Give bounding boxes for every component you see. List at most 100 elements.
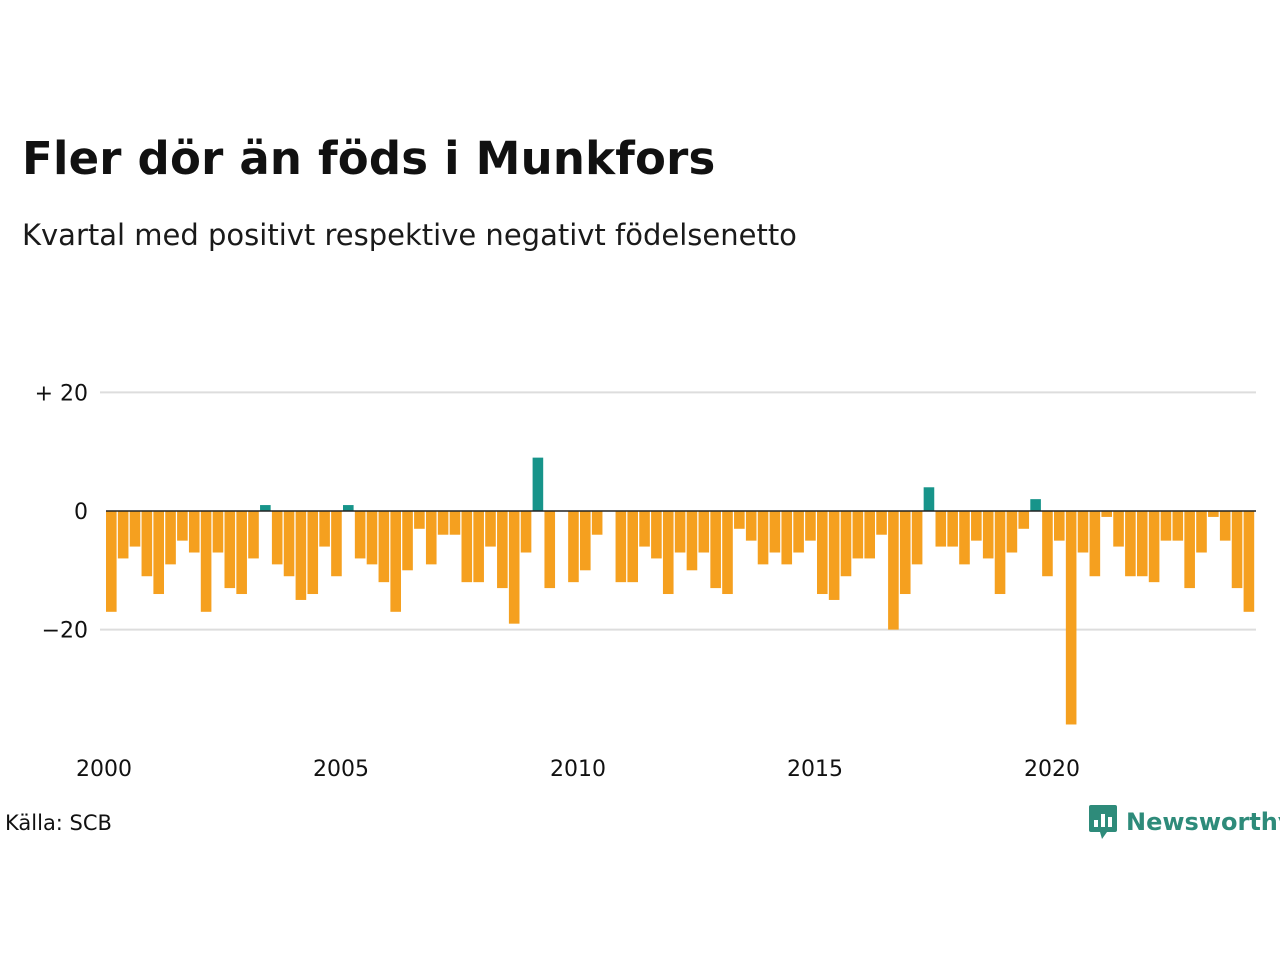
bar <box>1208 511 1219 517</box>
bar <box>876 511 887 535</box>
bar <box>1231 511 1243 589</box>
bar <box>378 511 390 583</box>
bar <box>425 511 437 565</box>
bar <box>591 511 603 535</box>
bar <box>307 511 319 595</box>
bar <box>1184 511 1195 589</box>
bar <box>414 511 425 529</box>
brand-name: Newsworthy <box>1126 808 1280 836</box>
bar <box>1136 511 1148 577</box>
bar <box>994 511 1006 595</box>
bar <box>888 511 899 630</box>
bar <box>686 511 698 571</box>
bar <box>1042 511 1053 577</box>
bar <box>1160 511 1172 541</box>
bar <box>840 511 852 577</box>
bar <box>508 511 520 624</box>
bar <box>781 511 793 565</box>
bar <box>852 511 864 559</box>
bar <box>745 511 757 541</box>
bar <box>651 511 662 559</box>
x-tick-label: 2020 <box>1024 757 1080 782</box>
y-tick-label: −20 <box>42 619 88 644</box>
bar <box>1006 511 1018 553</box>
bar <box>1065 511 1077 725</box>
bar <box>757 511 769 565</box>
bar <box>734 511 745 529</box>
bar <box>1089 511 1101 577</box>
y-tick-label: + 20 <box>35 381 88 406</box>
grid-layer <box>100 391 1256 631</box>
bar <box>817 511 828 595</box>
bar <box>485 511 496 547</box>
bar <box>674 511 686 553</box>
bar <box>1219 511 1231 541</box>
bar <box>473 511 484 583</box>
bar <box>580 511 591 571</box>
bar <box>1148 511 1160 583</box>
chart-subtitle: Kvartal med positivt respektive negativt… <box>22 218 797 252</box>
bar <box>402 511 413 571</box>
bar <box>971 511 982 541</box>
bar <box>366 511 378 565</box>
bar <box>165 511 176 565</box>
bar <box>947 511 958 547</box>
bar <box>532 457 544 511</box>
bar <box>959 511 970 565</box>
bar <box>615 511 627 583</box>
bar <box>639 511 650 547</box>
chart-title: Fler dör än föds i Munkfors <box>22 132 716 185</box>
bar <box>710 511 721 589</box>
bar <box>1018 511 1030 529</box>
bar <box>260 505 271 511</box>
bar <box>935 511 947 547</box>
bar <box>271 511 283 565</box>
bar <box>793 511 804 553</box>
bar <box>117 511 129 559</box>
bar <box>461 511 473 583</box>
x-tick-label: 2015 <box>787 757 843 782</box>
bar <box>354 511 366 559</box>
bar <box>236 511 247 595</box>
bar <box>923 487 935 511</box>
newsworthy-logo-icon <box>1089 805 1117 839</box>
bar <box>343 505 354 511</box>
axis-layer: + 20 0 −20 2000 2005 2010 2015 2020 <box>35 381 1256 782</box>
bar <box>437 511 449 535</box>
bar <box>153 511 164 595</box>
bar <box>828 511 840 600</box>
bar <box>662 511 674 595</box>
bar <box>319 511 330 547</box>
bar <box>200 511 212 612</box>
x-tick-label: 2000 <box>76 757 132 782</box>
bar <box>1077 511 1089 553</box>
bar <box>188 511 200 553</box>
bar <box>224 511 236 589</box>
y-tick-label: 0 <box>74 500 88 525</box>
brand-logo[interactable]: Newsworthy <box>1088 804 1280 840</box>
bar <box>1243 511 1255 612</box>
bar <box>911 511 923 565</box>
bar <box>295 511 307 600</box>
bar <box>141 511 153 577</box>
bar <box>1113 511 1124 547</box>
bar <box>106 511 117 612</box>
bar <box>248 511 259 559</box>
bar <box>1054 511 1065 541</box>
bar <box>331 511 342 577</box>
bar <box>390 511 401 612</box>
bar <box>627 511 638 583</box>
bar <box>864 511 875 559</box>
bar <box>283 511 295 577</box>
bar <box>497 511 508 589</box>
bar <box>769 511 781 553</box>
bar <box>982 511 994 559</box>
bar <box>568 511 579 583</box>
bar <box>177 511 188 541</box>
bar <box>805 511 816 541</box>
bar <box>1101 511 1112 517</box>
x-tick-label: 2010 <box>550 757 606 782</box>
bar <box>899 511 911 595</box>
bar <box>722 511 733 595</box>
